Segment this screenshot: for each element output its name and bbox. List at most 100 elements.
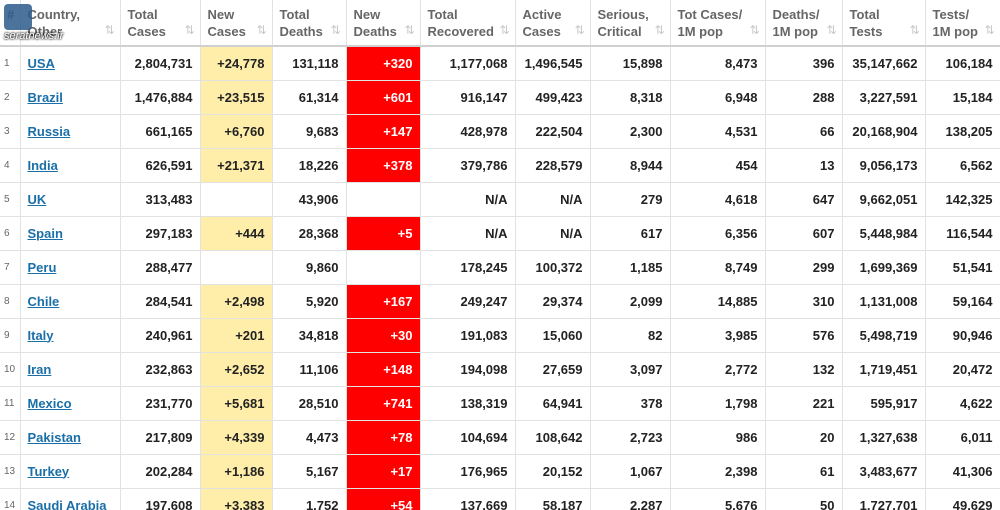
- cell: 2,300: [590, 114, 671, 149]
- column-header[interactable]: Deaths/ 1M pop: [765, 0, 843, 47]
- cell: 15,060: [515, 318, 591, 353]
- country-link[interactable]: Pakistan: [27, 429, 81, 445]
- cell: 1,327,638: [842, 420, 926, 455]
- country-link[interactable]: India: [27, 157, 58, 173]
- cell: 9: [0, 318, 21, 353]
- cell: 43,906: [272, 182, 347, 217]
- column-header[interactable]: Active Cases: [515, 0, 591, 47]
- country-link[interactable]: Turkey: [27, 463, 70, 479]
- country-link[interactable]: Italy: [27, 327, 54, 343]
- country-link[interactable]: Mexico: [27, 395, 72, 411]
- cell: 299: [765, 250, 843, 285]
- column-header[interactable]: Total Deaths: [272, 0, 347, 47]
- cell: 7: [0, 250, 21, 285]
- country-link[interactable]: Russia: [27, 123, 71, 139]
- cell: 4,473: [272, 420, 347, 455]
- cell: Russia: [20, 114, 121, 149]
- cell: +6,760: [200, 114, 273, 149]
- cell: 3: [0, 114, 21, 149]
- cell: +2,652: [200, 352, 273, 387]
- cell: 202,284: [120, 454, 201, 489]
- country-link[interactable]: UK: [27, 191, 47, 207]
- cell: +21,371: [200, 148, 273, 183]
- column-header[interactable]: New Deaths: [346, 0, 421, 47]
- cell: 3,227,591: [842, 80, 926, 115]
- cell: 222,504: [515, 114, 591, 149]
- cell: 131,118: [272, 46, 347, 81]
- cell: 13: [765, 148, 843, 183]
- cell: India: [20, 148, 121, 183]
- cell: 137,669: [420, 488, 516, 510]
- country-link[interactable]: Peru: [27, 259, 57, 275]
- cell: 176,965: [420, 454, 516, 489]
- cell: 1,177,068: [420, 46, 516, 81]
- cell: 178,245: [420, 250, 516, 285]
- country-link[interactable]: Chile: [27, 293, 60, 309]
- table-row: 7 Peru 288,477 9,860 178,245 100,372 1,185 8,74…: [0, 250, 1000, 285]
- table-row: 14 Saudi Arabia 197,608 +3,383 1,752 +54 137,6…: [0, 488, 1000, 510]
- cell: N/A: [420, 216, 516, 251]
- cell: 4,531: [670, 114, 766, 149]
- cell: 288,477: [120, 250, 201, 285]
- cell: 8,944: [590, 148, 671, 183]
- country-link[interactable]: Iran: [27, 361, 52, 377]
- cell: 58,187: [515, 488, 591, 510]
- table-row: 4 India 626,591 +21,371 18,226 +378 379,786 228…: [0, 148, 1000, 183]
- cell: +444: [200, 216, 273, 251]
- cell: 231,770: [120, 386, 201, 421]
- column-header[interactable]: Serious, Critical: [590, 0, 671, 47]
- column-header[interactable]: Total Cases: [120, 0, 201, 47]
- column-header[interactable]: Tot Cases/ 1M pop: [670, 0, 766, 47]
- cell: 35,147,662: [842, 46, 926, 81]
- cell: Italy: [20, 318, 121, 353]
- header-row: #Country, OtherTotal CasesNew CasesTotal…: [0, 0, 1000, 47]
- cell: 59,164: [925, 284, 1000, 319]
- cell: 34,818: [272, 318, 347, 353]
- column-header[interactable]: Tests/ 1M pop: [925, 0, 1000, 47]
- country-link[interactable]: Spain: [27, 225, 63, 241]
- table-row: 2 Brazil 1,476,884 +23,515 61,314 +601 916,147…: [0, 80, 1000, 115]
- cell: +201: [200, 318, 273, 353]
- cell: +1,186: [200, 454, 273, 489]
- cell: 27,659: [515, 352, 591, 387]
- cell: 626,591: [120, 148, 201, 183]
- cell: 3,097: [590, 352, 671, 387]
- empty-cell: [346, 250, 421, 285]
- cell: 13: [0, 454, 21, 489]
- column-header[interactable]: Total Tests: [842, 0, 926, 47]
- cell: 10: [0, 352, 21, 387]
- cell: +741: [346, 386, 421, 421]
- table-row: 1 USA 2,804,731 +24,778 131,118 +320 1,177,068…: [0, 46, 1000, 81]
- country-link[interactable]: Brazil: [27, 89, 63, 105]
- cell: +54: [346, 488, 421, 510]
- country-link[interactable]: Saudi Arabia: [27, 497, 107, 510]
- cell: 310: [765, 284, 843, 319]
- column-header[interactable]: New Cases: [200, 0, 273, 47]
- cell: 197,608: [120, 488, 201, 510]
- cell: 2: [0, 80, 21, 115]
- cell: 396: [765, 46, 843, 81]
- cell: 8: [0, 284, 21, 319]
- cell: 6,948: [670, 80, 766, 115]
- cell: 5: [0, 182, 21, 217]
- cell: +5: [346, 216, 421, 251]
- cell: 142,325: [925, 182, 1000, 217]
- column-header[interactable]: Country, Other: [20, 0, 121, 47]
- cell: 138,205: [925, 114, 1000, 149]
- column-header[interactable]: Total Recovered: [420, 0, 516, 47]
- cell: 1,185: [590, 250, 671, 285]
- cell: 15,184: [925, 80, 1000, 115]
- cell: 6: [0, 216, 21, 251]
- cell: 617: [590, 216, 671, 251]
- table-row: 13 Turkey 202,284 +1,186 5,167 +17 176,965 20,1…: [0, 454, 1000, 489]
- cell: 428,978: [420, 114, 516, 149]
- country-link[interactable]: USA: [27, 55, 55, 71]
- cell: 20,472: [925, 352, 1000, 387]
- cell: 138,319: [420, 386, 516, 421]
- cell: 1: [0, 46, 21, 81]
- watermark-logo: [4, 4, 32, 30]
- cell: +378: [346, 148, 421, 183]
- cell: Pakistan: [20, 420, 121, 455]
- cell: +147: [346, 114, 421, 149]
